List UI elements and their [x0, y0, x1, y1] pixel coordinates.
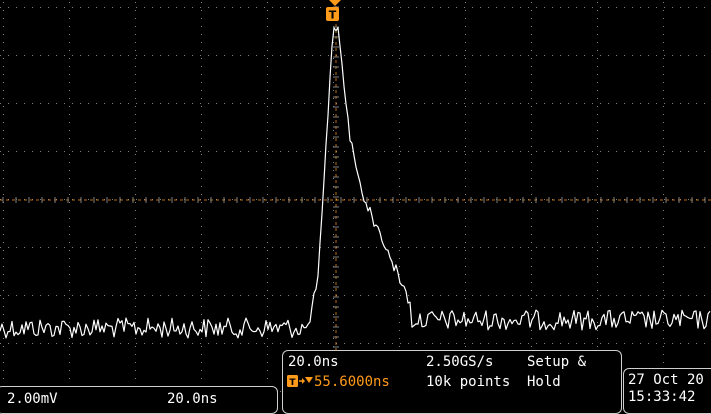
timebase-left: 20.0ns [167, 391, 218, 407]
trigger-position-readout: 55.6000ns [314, 374, 390, 390]
setup-hold-line1: Setup & [527, 354, 587, 370]
date-readout: 27 Oct 20 [628, 372, 704, 388]
sample-rate-readout: 2.50GS/s [426, 354, 494, 370]
svg-text:T: T [289, 378, 296, 388]
trigger-T-glyph: T [329, 9, 337, 22]
setup-hold-line2: Hold [527, 374, 561, 390]
waveform-trace [0, 26, 711, 339]
record-length-readout: 10k points [426, 374, 511, 390]
date-time-panel: 27 Oct 20 15:33:42 [623, 368, 711, 414]
timebase-readout: 20.0ns [288, 354, 339, 370]
trigger-position-icon: T [287, 374, 313, 388]
time-readout: 15:33:42 [628, 389, 696, 405]
trigger-arrow-icon [329, 0, 341, 6]
trigger-position-marker[interactable]: T [326, 0, 341, 22]
channel-scale: 2.00mV [7, 391, 58, 407]
channel-readout-panel[interactable]: 2.00mV 20.0ns [0, 386, 278, 414]
acquisition-readout-panel[interactable]: 20.0ns 2.50GS/s Setup & T 55.6000ns 10k … [282, 350, 622, 414]
trigger-T-icon [326, 7, 339, 21]
